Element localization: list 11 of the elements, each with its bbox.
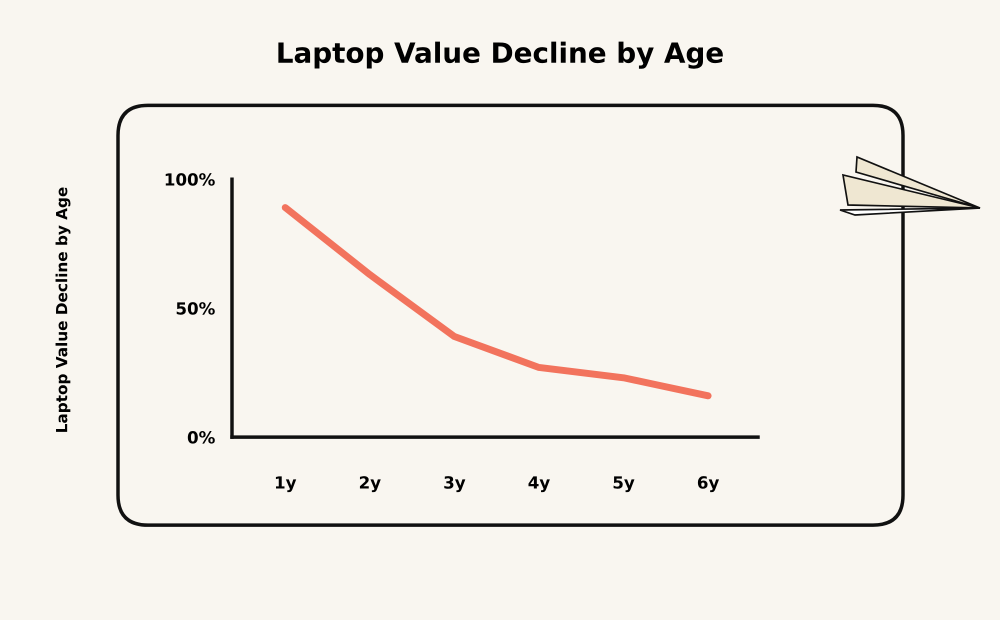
x-tick-label: 5y [614, 476, 634, 492]
chart-title: Laptop Value Decline by Age [278, 42, 723, 69]
x-tick-label: 6y [698, 476, 720, 492]
text: Laptop Value Decline by Age [56, 187, 70, 432]
x-tick-label: 1y [276, 476, 296, 492]
x-tick-label: 3y [444, 476, 466, 492]
y-tick-label: 0% [188, 431, 215, 444]
x-tick-label: 4y [528, 476, 550, 492]
y-tick-label: 50% [176, 302, 215, 315]
x-tick-label: 2y [360, 476, 381, 492]
y-tick-label: 100% [166, 173, 215, 186]
